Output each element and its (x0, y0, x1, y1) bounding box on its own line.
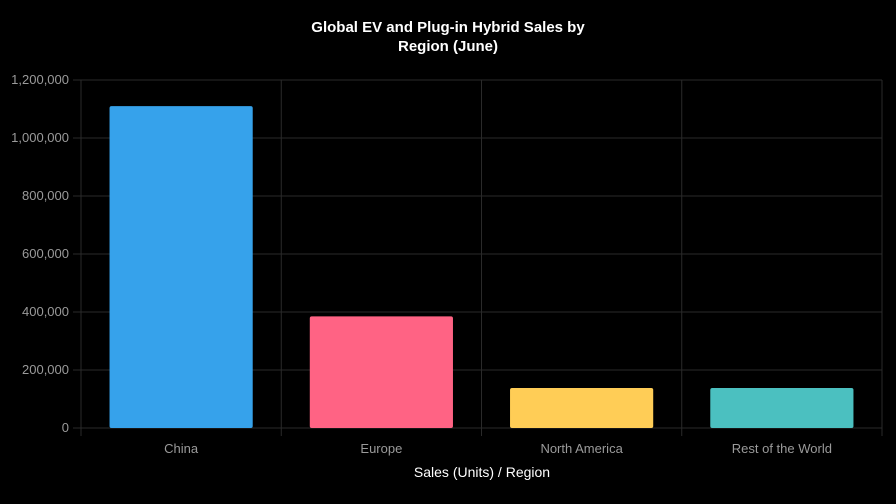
bar-china (109, 106, 253, 428)
x-axis-label: Sales (Units) / Region (414, 464, 550, 480)
chart-title-line-2: Region (June) (398, 38, 498, 55)
bar-rest-of-the-world (710, 387, 854, 428)
bar-north-america (510, 387, 654, 428)
y-tick-label: 0 (62, 420, 69, 435)
x-tick-label: China (164, 441, 199, 456)
x-tick-label: Europe (360, 441, 402, 456)
y-tick-label: 200,000 (22, 362, 69, 377)
y-tick-label: 400,000 (22, 304, 69, 319)
x-tick-label: North America (540, 441, 623, 456)
y-axis-ticks: 0 200,000 400,000 600,000 800,000 1,000,000 1,… (11, 72, 69, 435)
chart-title-line-1: Global EV and Plug-in Hybrid Sales by (311, 19, 585, 36)
x-tick-label: Rest of the World (732, 441, 832, 456)
y-tick-label: 1,000,000 (11, 130, 69, 145)
y-tick-label: 800,000 (22, 188, 69, 203)
x-axis-ticks: China Europe North America Rest of the Worl… (164, 441, 832, 456)
y-tick-label: 600,000 (22, 246, 69, 261)
bar-europe (309, 316, 453, 428)
bars (109, 106, 854, 428)
y-tick-label: 1,200,000 (11, 72, 69, 87)
